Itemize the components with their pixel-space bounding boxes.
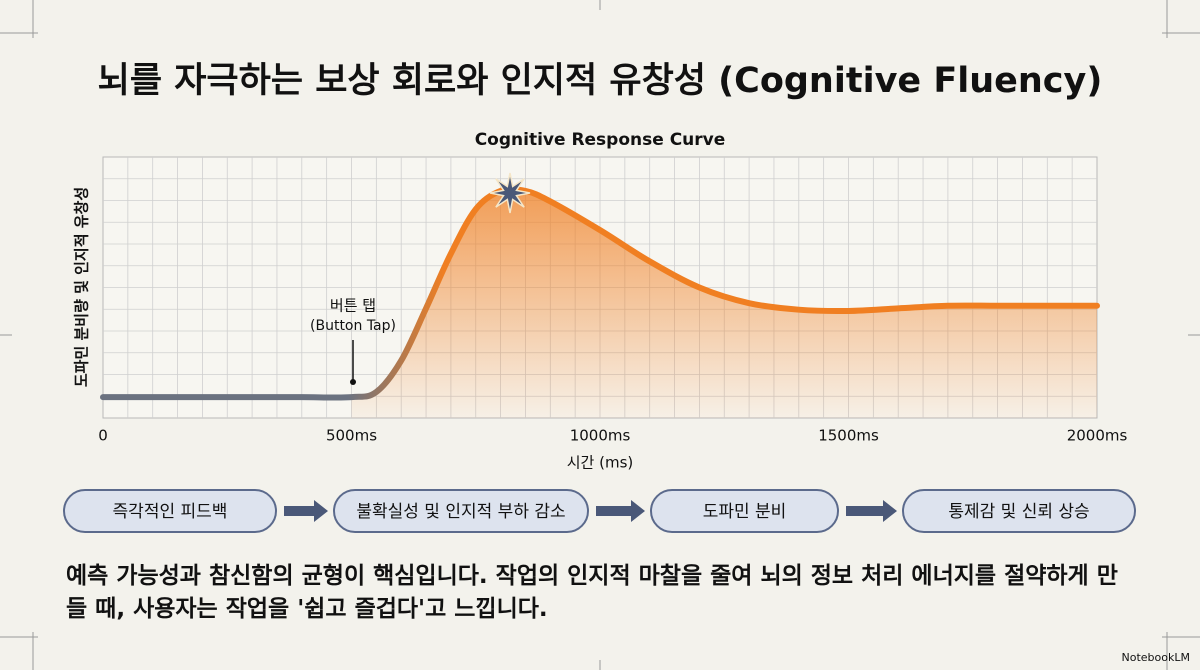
flow-diagram: 즉각적인 피드백 불확실성 및 인지적 부하 감소 도파민 분비 통제감 및 신뢰 상… — [63, 489, 1136, 533]
body-text: 예측 가능성과 참신함의 균형이 핵심입니다. 작업의 인지적 마찰을 줄여 뇌… — [66, 563, 1118, 622]
chart-title: Cognitive Response Curve — [475, 130, 726, 150]
line — [100, 186, 1100, 401]
flow-step-label: 도파민 분비 — [703, 502, 787, 522]
x-tick-label: 2000ms — [1067, 427, 1128, 445]
flow-step — [63, 489, 277, 533]
annotation-dot — [350, 379, 356, 385]
annotation: 버튼 탭 (Button Tap) — [310, 297, 396, 385]
flow-step — [902, 489, 1136, 533]
flow-step-label: 즉각적인 피드백 — [113, 502, 228, 522]
y-axis-label: 도파민 분비량 및 인지적 유창성 — [73, 187, 91, 387]
flow-arrow — [596, 500, 645, 522]
annotation-text: 버튼 탭 — [330, 297, 376, 315]
x-tick-label: 500ms — [326, 427, 377, 445]
x-axis-label: 시간 (ms) — [567, 454, 634, 472]
flow-step — [650, 489, 839, 533]
annotation-text: (Button Tap) — [310, 318, 396, 334]
flow-step-label: 통제감 및 신뢰 상승 — [948, 502, 1089, 522]
page-title: 뇌를 자극하는 보상 회로와 인지적 유창성 (Cognitive Fluenc… — [98, 61, 1103, 101]
x-tick-label: 0 — [98, 427, 108, 445]
flow-arrow — [284, 500, 328, 522]
flow-step-label: 불확실성 및 인지적 부하 감소 — [356, 502, 565, 522]
plot-area: 0 500ms 1000ms 1500ms 2000ms — [98, 156, 1128, 445]
flow-arrow — [846, 500, 897, 522]
flow-step — [333, 489, 589, 533]
x-tick-label: 1000ms — [570, 427, 631, 445]
x-tick-label: 1500ms — [818, 427, 879, 445]
area — [351, 189, 1097, 418]
peak-star — [489, 172, 531, 214]
watermark: NotebookLM — [1122, 651, 1190, 664]
